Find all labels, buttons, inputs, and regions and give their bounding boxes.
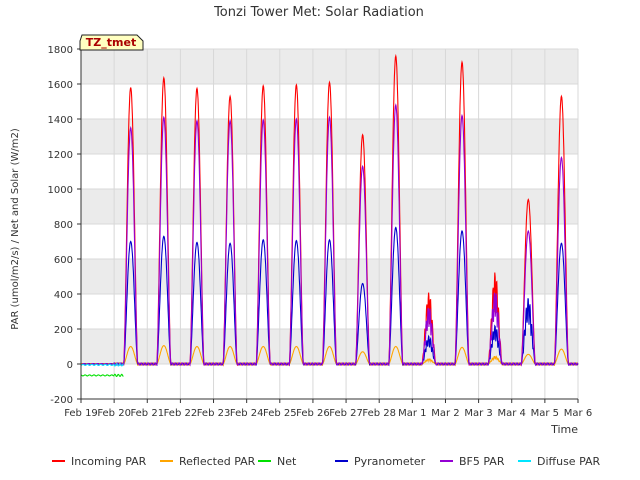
x-tick-label: Mar 6 xyxy=(564,408,592,419)
plot-band xyxy=(81,49,578,84)
series-line-net xyxy=(80,373,124,378)
x-axis-label: Time xyxy=(550,423,578,436)
x-tick-label: Feb 19 xyxy=(64,408,98,419)
y-tick-label: 1800 xyxy=(48,45,73,56)
site-label-box: TZ_tmet xyxy=(79,34,144,51)
legend-label: Reflected PAR xyxy=(179,455,256,468)
y-tick-label: 600 xyxy=(54,255,73,266)
x-tick-label: Feb 23 xyxy=(197,408,231,419)
x-tick-label: Feb 25 xyxy=(263,408,297,419)
legend-label: BF5 PAR xyxy=(459,455,505,468)
x-tick-label: Feb 26 xyxy=(296,408,330,419)
series-layer xyxy=(80,53,579,378)
legend-label: Net xyxy=(277,455,297,468)
y-tick-label: 800 xyxy=(54,220,73,231)
x-tick-label: Mar 2 xyxy=(431,408,459,419)
x-tick-label: Mar 1 xyxy=(398,408,426,419)
y-tick-label: 400 xyxy=(54,290,73,301)
legend-label: Incoming PAR xyxy=(71,455,147,468)
x-tick-label: Feb 24 xyxy=(230,408,264,419)
series-line-pyranometer xyxy=(80,226,579,367)
x-tick-label: Feb 21 xyxy=(130,408,164,419)
plot-band xyxy=(81,259,578,294)
legend-label: Diffuse PAR xyxy=(537,455,601,468)
y-tick-label: 1400 xyxy=(48,115,73,126)
series-line-reflected-par xyxy=(80,345,579,367)
site-label: TZ_tmet xyxy=(86,36,136,49)
y-tick-label: 0 xyxy=(67,360,73,371)
x-tick-label: Feb 27 xyxy=(329,408,363,419)
plot-band xyxy=(81,119,578,154)
legend-label: Pyranometer xyxy=(354,455,426,468)
chart-title: Tonzi Tower Met: Solar Radiation xyxy=(213,5,424,20)
y-axis-label: PAR (umol/m2/s) / Net and Solar (W/m2) xyxy=(10,128,21,330)
plot-band xyxy=(81,189,578,224)
x-tick-label: Mar 4 xyxy=(498,408,526,419)
legend: Incoming PAR Reflected PAR Net Pyranometer B… xyxy=(52,455,601,468)
y-tick-label: 1200 xyxy=(48,150,73,161)
x-tick-label: Mar 3 xyxy=(464,408,492,419)
y-tick-label: 1000 xyxy=(48,185,73,196)
series-line-diffuse-par xyxy=(80,363,124,367)
y-tick-labels: -200 0 200 400 600 800 1000 1200 1400 1600 1800 xyxy=(48,45,81,406)
series-line-bf5-par xyxy=(80,103,579,367)
y-tick-label: 1600 xyxy=(48,80,73,91)
y-tick-label: 200 xyxy=(54,325,73,336)
x-tick-label: Feb 22 xyxy=(164,408,198,419)
x-tick-label: Mar 5 xyxy=(531,408,559,419)
x-tick-label: Feb 28 xyxy=(362,408,396,419)
series-line-incoming-par xyxy=(80,53,579,367)
y-tick-label: -200 xyxy=(50,395,73,406)
x-tick-label: Feb 20 xyxy=(97,408,131,419)
x-tick-labels: Feb 19 Feb 20 Feb 21 Feb 22 Feb 23 Feb 24 Feb … xyxy=(64,399,592,419)
